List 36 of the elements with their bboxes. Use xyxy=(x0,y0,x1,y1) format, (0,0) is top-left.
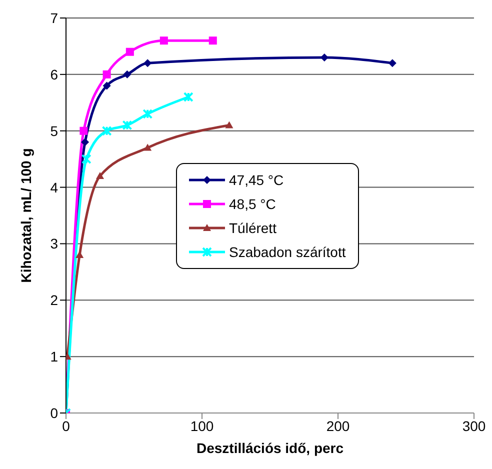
y-tick-label: 7 xyxy=(50,10,58,26)
y-tick-label: 2 xyxy=(50,292,58,308)
y-tick-label: 6 xyxy=(50,66,58,82)
legend-label: 48,5 °C xyxy=(229,196,276,212)
point xyxy=(388,59,396,68)
point xyxy=(123,70,132,78)
point xyxy=(225,121,234,128)
point xyxy=(81,138,90,146)
point xyxy=(126,48,134,56)
y-tick-label: 4 xyxy=(50,179,58,196)
point xyxy=(76,251,84,258)
legend-label: 47,45 °C xyxy=(229,172,284,188)
y-tick-label: 1 xyxy=(50,348,58,365)
point xyxy=(122,120,132,130)
point xyxy=(142,108,153,119)
point xyxy=(102,126,112,136)
legend-label: Szabadon szárított xyxy=(229,244,346,260)
point xyxy=(96,172,104,179)
point xyxy=(102,82,111,90)
y-tick-label: 0 xyxy=(50,404,58,421)
point xyxy=(144,59,152,68)
point xyxy=(144,144,152,151)
point xyxy=(81,154,92,164)
point xyxy=(80,126,88,135)
x-tick-label: 200 xyxy=(326,418,350,434)
x-tick-label: 100 xyxy=(190,418,214,434)
y-axis-title: Kihozatal, mL/ 100 g xyxy=(18,148,34,283)
y-tick-label: 5 xyxy=(50,122,58,139)
legend-label: Túlérett xyxy=(229,220,276,236)
y-tick-label: 3 xyxy=(50,236,58,252)
point xyxy=(102,70,111,78)
x-axis-title: Desztillációs idő, perc xyxy=(196,440,344,456)
point xyxy=(160,36,168,45)
x-tick-label: 300 xyxy=(462,418,486,434)
point xyxy=(208,36,217,45)
x-tick-label: 0 xyxy=(62,418,70,434)
